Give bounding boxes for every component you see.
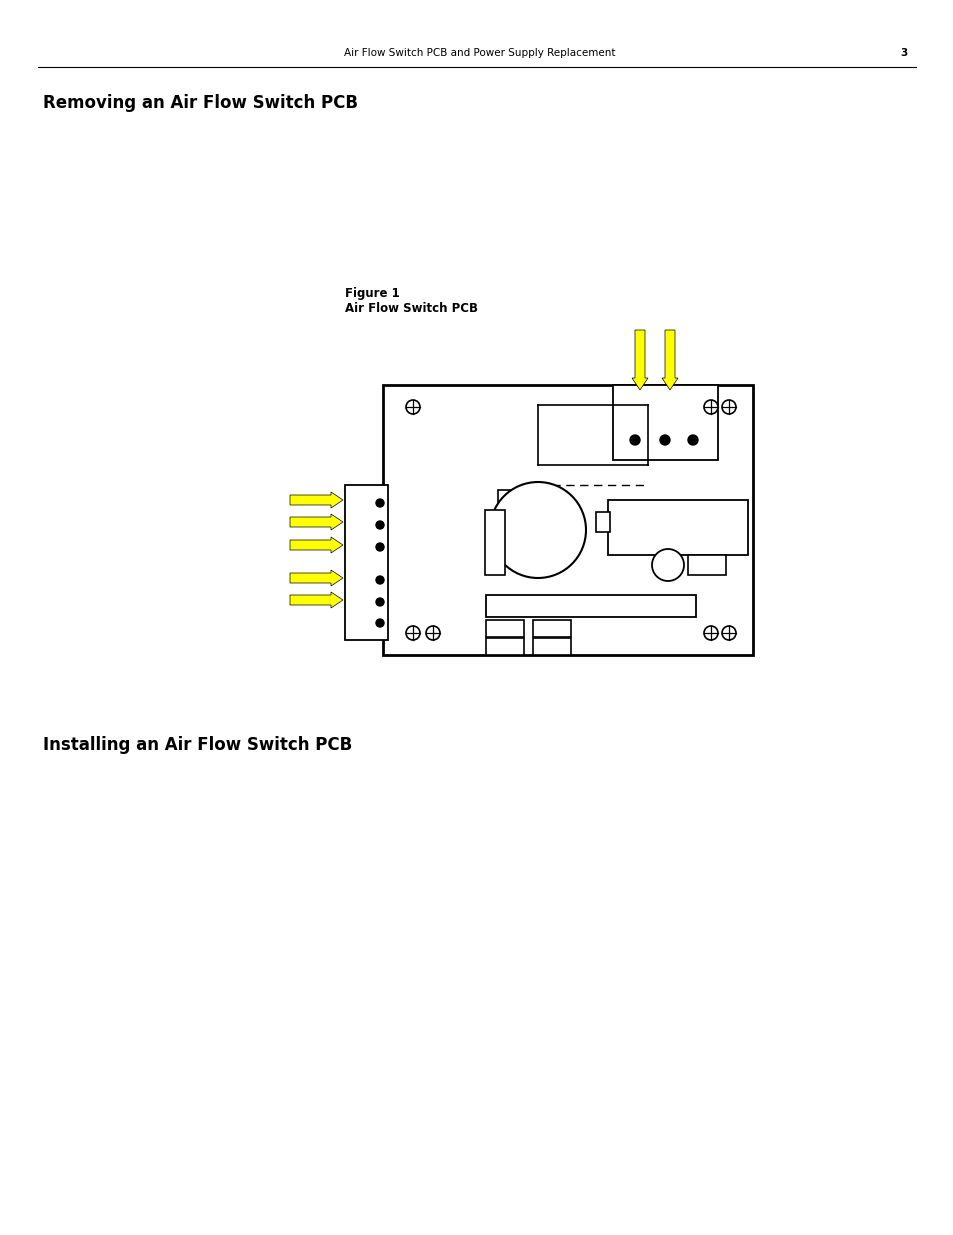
Text: Air Flow Switch PCB: Air Flow Switch PCB <box>345 303 477 315</box>
Bar <box>484 510 504 576</box>
Circle shape <box>659 435 669 445</box>
Circle shape <box>375 543 384 551</box>
FancyArrow shape <box>290 571 343 585</box>
Bar <box>533 638 571 655</box>
FancyArrow shape <box>290 492 343 508</box>
Bar <box>596 513 609 532</box>
Circle shape <box>703 400 718 414</box>
Bar <box>687 555 725 576</box>
Circle shape <box>375 619 384 627</box>
Bar <box>345 485 388 640</box>
Bar <box>533 620 571 637</box>
Circle shape <box>375 499 384 508</box>
Circle shape <box>375 598 384 606</box>
Bar <box>613 385 718 459</box>
Text: Installing an Air Flow Switch PCB: Installing an Air Flow Switch PCB <box>43 736 352 755</box>
Circle shape <box>651 550 683 580</box>
Text: Figure 1: Figure 1 <box>345 288 399 300</box>
Circle shape <box>490 482 585 578</box>
Bar <box>485 638 523 655</box>
Bar <box>607 500 747 555</box>
Text: Air Flow Switch PCB and Power Supply Replacement: Air Flow Switch PCB and Power Supply Rep… <box>344 48 615 58</box>
Circle shape <box>721 400 735 414</box>
FancyArrow shape <box>661 330 678 390</box>
Bar <box>382 385 752 655</box>
Text: 3: 3 <box>900 48 907 58</box>
Circle shape <box>375 576 384 584</box>
Circle shape <box>426 626 439 640</box>
FancyArrow shape <box>290 592 343 608</box>
Circle shape <box>406 400 419 414</box>
FancyArrow shape <box>290 537 343 553</box>
Circle shape <box>375 521 384 529</box>
Bar <box>485 595 696 618</box>
FancyArrow shape <box>631 330 647 390</box>
Circle shape <box>687 435 698 445</box>
Circle shape <box>629 435 639 445</box>
Circle shape <box>703 626 718 640</box>
Circle shape <box>406 626 419 640</box>
Bar <box>497 490 527 508</box>
Text: Removing an Air Flow Switch PCB: Removing an Air Flow Switch PCB <box>43 94 357 112</box>
Circle shape <box>721 626 735 640</box>
FancyArrow shape <box>290 514 343 530</box>
Bar <box>485 620 523 637</box>
